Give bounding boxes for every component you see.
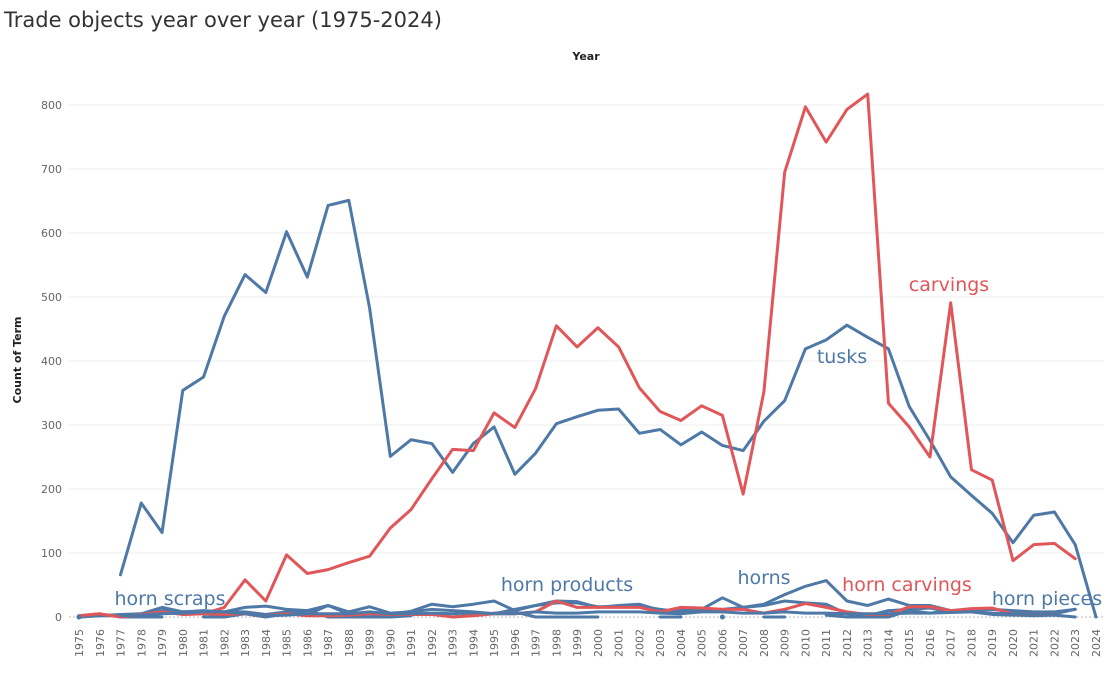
series-label-horn-carvings: horn carvings (842, 574, 972, 596)
x-tick-label: 1989 (364, 629, 377, 657)
series-labels: tusks carvings horn scraps horn products hor… (115, 274, 1103, 610)
x-tick-label: 2019 (986, 629, 999, 657)
x-tick-label: 1998 (550, 629, 563, 657)
y-tick-label: 400 (41, 355, 62, 368)
series-label-horn-products: horn products (501, 574, 633, 596)
x-tick-label: 1999 (571, 629, 584, 657)
y-tick-label: 800 (41, 99, 62, 112)
x-tick-label: 2013 (862, 629, 875, 657)
x-axis-ticks: 1975 1976 1977 1978 1979 1980 1981 1982 1983 1984… (73, 629, 1103, 657)
y-axis-ticks: 0 100 200 300 400 500 600 700 800 (41, 99, 62, 624)
x-tick-label: 1994 (467, 629, 480, 657)
series-label-carvings: carvings (909, 274, 989, 296)
x-tick-label: 1988 (343, 629, 356, 657)
x-tick-label: 2009 (779, 629, 792, 657)
series-label-tusks: tusks (817, 346, 867, 368)
x-tick-label: 1995 (488, 629, 501, 657)
x-tick-label: 2012 (841, 629, 854, 657)
x-tick-label: 2007 (737, 629, 750, 657)
series-line-tusks (119, 198, 1098, 619)
x-tick-label: 1979 (156, 629, 169, 657)
x-tick-label: 1983 (239, 629, 252, 657)
x-tick-label: 2022 (1048, 629, 1061, 657)
y-tick-label: 600 (41, 227, 62, 240)
x-tick-label: 2018 (965, 629, 978, 657)
x-tick-label: 1990 (384, 629, 397, 657)
series-line-carvings (77, 92, 1077, 619)
x-tick-label: 2015 (903, 629, 916, 657)
x-tick-label: 1981 (198, 629, 211, 657)
x-tick-label: 2017 (945, 629, 958, 657)
x-tick-label: 1987 (322, 629, 335, 657)
y-tick-label: 300 (41, 419, 62, 432)
chart-title: Trade objects year over year (1975-2024) (4, 8, 442, 32)
x-tick-label: 2010 (799, 629, 812, 657)
x-tick-label: 2023 (1069, 629, 1082, 657)
x-tick-label: 2016 (924, 629, 937, 657)
series-point-horn-pieces (76, 614, 82, 620)
x-tick-label: 2014 (882, 629, 895, 657)
x-tick-label: 2008 (758, 629, 771, 657)
x-tick-label: 2024 (1090, 629, 1103, 657)
x-tick-label: 2021 (1028, 629, 1041, 657)
x-tick-label: 1991 (405, 629, 418, 657)
series-line-horns (77, 579, 1056, 619)
x-tick-label: 2002 (633, 629, 646, 657)
series-label-horn-pieces: horn pieces (992, 588, 1102, 610)
series-point-horn-scraps (719, 614, 725, 620)
gridlines (69, 104, 1104, 618)
x-tick-label: 2004 (675, 629, 688, 657)
x-tick-label: 2006 (716, 629, 729, 657)
x-tick-label: 1984 (260, 629, 273, 657)
x-tick-label: 1976 (94, 629, 107, 657)
x-tick-label: 1982 (218, 629, 231, 657)
x-tick-label: 1997 (530, 629, 543, 657)
y-tick-label: 500 (41, 291, 62, 304)
x-tick-label: 2001 (613, 629, 626, 657)
y-tick-label: 700 (41, 163, 62, 176)
series-lines (76, 92, 1098, 620)
series-label-horn-scraps: horn scraps (115, 588, 226, 610)
x-tick-label: 2000 (592, 629, 605, 657)
x-tick-label: 2020 (1007, 629, 1020, 657)
x-tick-label: 1992 (426, 629, 439, 657)
x-tick-label: 1978 (135, 629, 148, 657)
x-tick-label: 1975 (73, 629, 86, 657)
x-axis-title: Year (571, 50, 600, 63)
x-tick-label: 2011 (820, 629, 833, 657)
series-line-horn-pieces (119, 607, 1077, 618)
y-axis-title: Count of Term (11, 317, 24, 404)
y-tick-label: 200 (41, 483, 62, 496)
x-tick-label: 1985 (281, 629, 294, 657)
x-tick-label: 1977 (115, 629, 128, 657)
y-tick-label: 0 (55, 611, 62, 624)
series-label-horns: horns (737, 567, 790, 589)
x-tick-label: 1986 (301, 629, 314, 657)
y-tick-label: 100 (41, 547, 62, 560)
x-tick-label: 1980 (177, 629, 190, 657)
x-tick-label: 1993 (447, 629, 460, 657)
x-tick-label: 2005 (696, 629, 709, 657)
x-tick-label: 1996 (509, 629, 522, 657)
x-tick-label: 2003 (654, 629, 667, 657)
